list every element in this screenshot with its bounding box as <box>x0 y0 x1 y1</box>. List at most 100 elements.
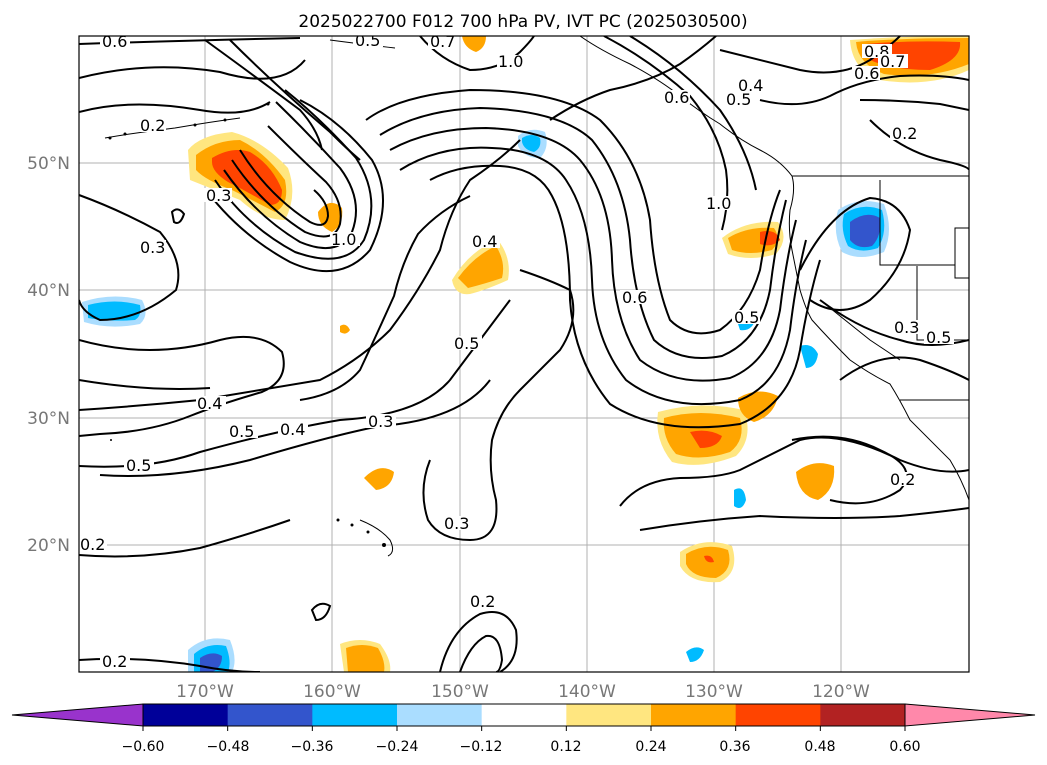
colorbar-tick-label: −0.36 <box>291 739 334 755</box>
contour-label: 0.5 <box>126 456 151 475</box>
ivt-shading <box>82 36 969 672</box>
lon-label: 160°W <box>303 682 361 702</box>
contour-label: 0.3 <box>444 514 469 533</box>
colorbar-cell <box>735 704 821 726</box>
contour-label: 0.4 <box>197 394 222 413</box>
contour <box>859 99 969 111</box>
contour-label: 0.5 <box>726 90 751 109</box>
contour-label: 0.4 <box>738 76 763 95</box>
colorbar-tick-label: −0.48 <box>207 739 250 755</box>
contour <box>79 519 291 558</box>
hawaii-islands <box>359 519 394 557</box>
colorbar-tick-label: −0.60 <box>122 739 165 755</box>
lat-label: 40°N <box>27 281 70 301</box>
lat-label: 20°N <box>27 536 70 556</box>
islands <box>108 102 386 547</box>
contour <box>79 379 211 390</box>
patch-orange-dot <box>340 324 350 334</box>
state-borders-ca <box>819 299 901 361</box>
contour-label: 0.7 <box>430 32 455 51</box>
contour-label: 0.5 <box>355 31 380 50</box>
lon-label: 170°W <box>176 682 234 702</box>
patch-blue-small-2 <box>800 345 818 368</box>
contour-label: 0.5 <box>229 422 254 441</box>
contour-label: 0.4 <box>472 232 497 251</box>
contour-label: 0.3 <box>894 318 919 337</box>
colorbar-cell <box>143 704 229 726</box>
contour <box>429 164 821 429</box>
colorbar-tick-label: −0.12 <box>460 739 503 755</box>
graticule <box>79 36 969 672</box>
colorbar: −0.60 −0.48 −0.36 −0.24 −0.12 0.12 0.24 … <box>11 703 1036 755</box>
contour <box>204 39 323 151</box>
contour-label: 1.0 <box>706 194 731 213</box>
colorbar-cell <box>820 704 906 726</box>
contour <box>79 101 271 114</box>
patch-blue-small-4 <box>686 647 704 662</box>
contour-label: 0.2 <box>102 652 127 671</box>
patch-blue-north-core <box>522 135 541 152</box>
contour-label: 0.6 <box>622 288 647 307</box>
map-title: 2025022700 F012 700 hPa PV, IVT PC (2025… <box>298 12 747 32</box>
contour-label: 0.3 <box>206 186 231 205</box>
contour <box>549 36 717 121</box>
contour <box>99 379 491 477</box>
contour-label: 1.0 <box>498 52 523 71</box>
pv-contours <box>79 36 969 672</box>
contour <box>619 436 969 507</box>
contour-label: 0.7 <box>880 52 905 71</box>
contour-label: 0.3 <box>368 412 393 431</box>
contour-label: 0.4 <box>280 420 305 439</box>
patch-orange-southcentral <box>340 640 391 672</box>
patch-blue-southwest <box>188 638 235 672</box>
contour-label: 1.0 <box>331 230 356 249</box>
contour-label: 0.2 <box>890 470 915 489</box>
patch-idaho-blue <box>835 201 889 257</box>
colorbar-tick-label: 0.24 <box>635 739 666 755</box>
contour <box>819 299 969 346</box>
patch-mid-pacific <box>452 240 509 295</box>
colorbar-cell <box>566 704 652 726</box>
colorbar-tick-label: −0.24 <box>376 739 419 755</box>
patch-subtropical-orange <box>657 405 748 465</box>
contour <box>791 435 908 505</box>
map-frame <box>78 35 970 673</box>
contour <box>629 36 757 191</box>
colorbar-tick-label: 0.60 <box>889 739 920 755</box>
contour-label: 0.2 <box>470 592 495 611</box>
contour-label: 0.5 <box>734 308 759 327</box>
contour <box>839 356 969 381</box>
lat-label: 30°N <box>27 409 70 429</box>
contour <box>603 36 729 231</box>
contour <box>79 194 180 322</box>
contour-label: 0.6 <box>664 88 689 107</box>
patch-orange-east <box>738 391 778 422</box>
contour-label: 0.6 <box>854 64 879 83</box>
contour <box>422 269 575 542</box>
colorbar-cell <box>397 704 483 726</box>
colorbar-ticks <box>142 726 906 731</box>
colorbar-cell <box>312 704 398 726</box>
colorbar-cell <box>227 704 313 726</box>
patch-orange-south <box>680 542 735 583</box>
contour-label: 0.2 <box>140 116 165 135</box>
patch-aleutian <box>188 132 293 220</box>
contour <box>79 59 306 80</box>
contour <box>205 99 384 273</box>
patch-orange-top <box>462 36 486 52</box>
colorbar-tick-label: 0.48 <box>804 739 835 755</box>
colorbar-tick-labels: −0.60 −0.48 −0.36 −0.24 −0.12 0.12 0.24 … <box>122 739 921 755</box>
contour <box>214 89 373 260</box>
contour <box>379 106 787 359</box>
contour <box>869 119 969 171</box>
colorbar-cell <box>651 704 737 726</box>
contour <box>639 507 969 531</box>
contour <box>759 74 969 106</box>
contour-labels: 0.6 0.5 0.7 1.0 0.2 0.3 1.0 0.3 0.4 0.6 … <box>79 31 954 671</box>
patch-orange-baja <box>796 463 835 500</box>
colorbar-extend-high <box>904 703 1036 727</box>
north-america-coast <box>579 36 969 501</box>
colorbar-extend-low <box>11 703 144 727</box>
lon-label: 140°W <box>558 682 616 702</box>
contour-label: 0.2 <box>892 124 917 143</box>
